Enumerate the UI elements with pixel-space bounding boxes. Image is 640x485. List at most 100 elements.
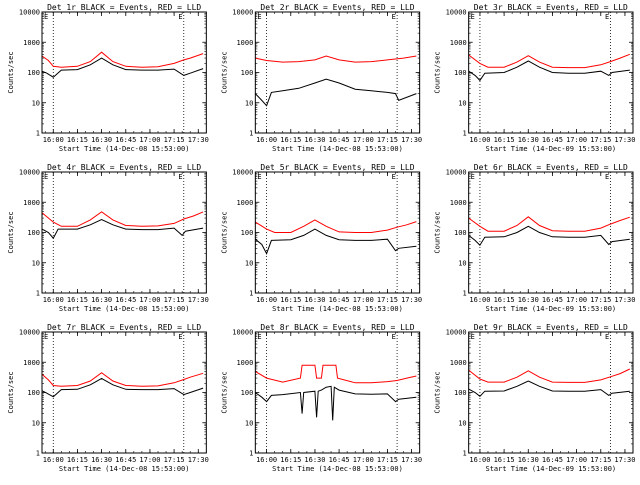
- plot-frame: [41, 171, 207, 294]
- series-events-line: [41, 377, 204, 398]
- x-tick-label: 17:00: [139, 296, 160, 304]
- series-events-line: [254, 78, 417, 107]
- y-tick-label: 1000: [450, 39, 467, 47]
- x-tick-label: 16:30: [518, 136, 539, 144]
- plot-frame: [254, 171, 421, 294]
- y-axis-label: Counts/sec: [7, 51, 15, 93]
- series-lld-line: [255, 219, 417, 233]
- y-tick-label: 10: [32, 419, 40, 427]
- y-tick-label: 1000: [450, 199, 467, 207]
- y-axis-label: Counts/sec: [7, 211, 15, 253]
- y-axis-label: Counts/sec: [434, 371, 442, 413]
- x-tick-label: 16:30: [91, 456, 112, 464]
- chart-title: Det 2r BLACK = Events, RED = LLD: [260, 3, 414, 12]
- corner-mark-right: E: [605, 13, 609, 21]
- y-axis-label: Counts/sec: [220, 211, 228, 253]
- chart-title: Det 8r BLACK = Events, RED = LLD: [260, 323, 414, 332]
- y-tick-label: 100: [454, 229, 467, 237]
- x-tick-label: 17:00: [566, 456, 587, 464]
- x-tick-label: 17:15: [164, 456, 185, 464]
- corner-mark-right: E: [605, 173, 609, 181]
- x-tick-label: 17:00: [566, 136, 587, 144]
- x-tick-label: 17:00: [353, 456, 374, 464]
- y-tick-label: 10000: [446, 9, 467, 17]
- corner-mark-left: E: [471, 173, 475, 181]
- chart-title: Det 7r BLACK = Events, RED = LLD: [47, 323, 201, 332]
- y-tick-label: 1: [462, 130, 466, 138]
- y-tick-label: 1: [249, 290, 253, 298]
- x-tick-label: 16:45: [329, 456, 350, 464]
- chart-title: Det 1r BLACK = Events, RED = LLD: [47, 3, 201, 12]
- y-tick-label: 10: [245, 259, 253, 267]
- x-tick-label: 16:00: [256, 456, 277, 464]
- corner-mark-left: E: [44, 333, 48, 341]
- x-tick-label: 17:15: [590, 296, 611, 304]
- y-axis-label: Counts/sec: [434, 211, 442, 253]
- y-tick-label: 1000: [23, 359, 40, 367]
- x-tick-label: 16:45: [329, 296, 350, 304]
- corner-mark-left: E: [44, 13, 48, 21]
- plot-frame: [41, 11, 207, 134]
- series-lld-line: [468, 368, 631, 383]
- chart-title: Det 9r BLACK = Events, RED = LLD: [474, 323, 628, 332]
- y-tick-label: 1000: [236, 199, 253, 207]
- x-tick-label: 16:00: [43, 296, 64, 304]
- x-axis-label: Start Time (14-Dec-09 15:53:00): [485, 145, 616, 153]
- plot-frame: [254, 11, 421, 134]
- series-lld-line: [41, 211, 204, 227]
- x-tick-label: 16:00: [469, 296, 490, 304]
- plot-frame: [468, 171, 634, 294]
- series-events-line: [41, 218, 204, 240]
- x-tick-label: 17:15: [590, 136, 611, 144]
- y-tick-label: 1: [36, 130, 40, 138]
- x-tick-label: 16:15: [494, 136, 515, 144]
- x-tick-label: 17:00: [139, 456, 160, 464]
- y-tick-label: 10: [458, 419, 466, 427]
- x-tick-label: 16:45: [115, 136, 136, 144]
- x-tick-label: 17:00: [353, 136, 374, 144]
- y-tick-label: 100: [27, 389, 40, 397]
- panel-6: Det 6r BLACK = Events, RED = LLD 1 10 100 10…: [434, 163, 636, 313]
- x-tick-label: 16:00: [256, 296, 277, 304]
- x-tick-label: 17:00: [139, 136, 160, 144]
- x-tick-label: 16:15: [280, 136, 301, 144]
- y-tick-label: 100: [27, 229, 40, 237]
- y-tick-label: 1000: [23, 39, 40, 47]
- series-events-line: [255, 385, 417, 421]
- x-tick-label: 16:45: [115, 456, 136, 464]
- x-tick-label: 16:45: [542, 456, 563, 464]
- x-axis-label: Start Time (14-Dec-08 15:53:00): [272, 305, 403, 313]
- panel-5: Det 5r BLACK = Events, RED = LLD 1 10 100 10…: [220, 163, 422, 313]
- chart-title: Det 3r BLACK = Events, RED = LLD: [474, 3, 628, 12]
- x-tick-label: 17:30: [614, 456, 635, 464]
- x-axis-label: Start Time (14-Dec-09 15:53:00): [485, 305, 616, 313]
- x-tick-label: 17:30: [614, 296, 635, 304]
- x-tick-label: 16:15: [67, 136, 88, 144]
- y-tick-label: 1000: [236, 359, 253, 367]
- x-axis-label: Start Time (14-Dec-08 15:53:00): [272, 465, 403, 473]
- y-tick-label: 1: [36, 450, 40, 458]
- corner-mark-left: E: [471, 333, 475, 341]
- x-tick-label: 16:00: [469, 456, 490, 464]
- y-tick-label: 100: [454, 69, 467, 77]
- series-events-line: [254, 228, 417, 255]
- x-tick-label: 17:15: [377, 456, 398, 464]
- corner-mark-left: E: [257, 333, 261, 341]
- plot-frame: [41, 331, 207, 454]
- corner-mark-left: E: [44, 173, 48, 181]
- y-tick-label: 100: [27, 69, 40, 77]
- y-tick-label: 10000: [232, 329, 253, 337]
- x-tick-label: 17:30: [401, 296, 422, 304]
- x-tick-label: 16:15: [494, 296, 515, 304]
- y-tick-label: 1: [462, 290, 466, 298]
- x-tick-label: 16:15: [280, 296, 301, 304]
- panel-8: Det 8r BLACK = Events, RED = LLD 1 10 100 10…: [220, 323, 422, 473]
- corner-mark-right: E: [392, 173, 396, 181]
- y-tick-label: 10000: [19, 9, 40, 17]
- corner-mark-left: E: [257, 173, 261, 181]
- y-tick-label: 1000: [236, 39, 253, 47]
- x-tick-label: 16:45: [329, 136, 350, 144]
- panel-2: Det 2r BLACK = Events, RED = LLD 1 10 100 10…: [220, 3, 422, 153]
- x-tick-label: 16:30: [304, 456, 325, 464]
